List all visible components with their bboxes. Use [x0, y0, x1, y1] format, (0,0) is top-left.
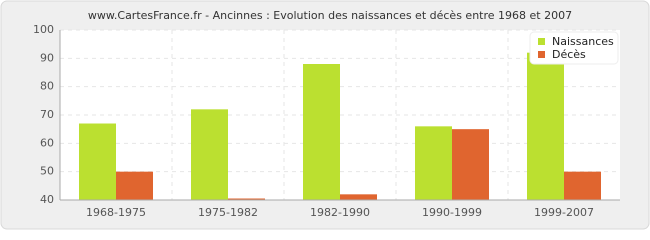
bar: [340, 194, 377, 200]
legend-label: Naissances: [552, 35, 614, 48]
bar: [228, 198, 265, 200]
legend-swatch: [538, 51, 545, 58]
x-tick-label: 1982-1990: [310, 206, 370, 219]
chart: www.CartesFrance.fr - Ancinnes : Evoluti…: [0, 0, 650, 230]
x-tick-label: 1990-1999: [422, 206, 482, 219]
y-tick-label: 50: [40, 165, 54, 178]
y-tick-label: 70: [40, 108, 54, 121]
bar: [564, 171, 601, 200]
y-tick-label: 100: [33, 23, 54, 36]
chart-title: www.CartesFrance.fr - Ancinnes : Evoluti…: [88, 9, 572, 22]
legend-label: Décès: [552, 48, 586, 61]
y-tick-label: 90: [40, 51, 54, 64]
x-tick-label: 1975-1982: [198, 206, 258, 219]
x-tick-label: 1999-2007: [534, 206, 594, 219]
bar: [303, 64, 340, 200]
bar: [415, 126, 452, 200]
bar: [527, 52, 564, 200]
legend-swatch: [538, 38, 545, 45]
bar: [452, 129, 489, 200]
bar: [116, 171, 153, 200]
legend-box: [529, 31, 619, 65]
bar: [191, 109, 228, 200]
y-tick-label: 60: [40, 136, 54, 149]
bar: [79, 123, 116, 200]
y-tick-label: 40: [40, 193, 54, 206]
x-tick-label: 1968-1975: [86, 206, 146, 219]
y-tick-label: 80: [40, 80, 54, 93]
